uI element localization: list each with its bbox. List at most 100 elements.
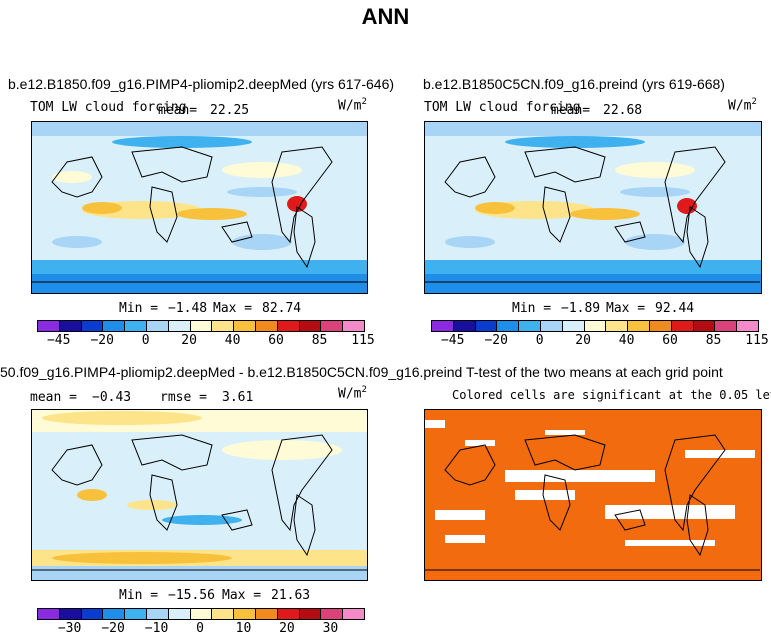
colorbar-cell <box>146 321 169 331</box>
colorbar-tick-label: 60 <box>268 333 284 348</box>
colorbar-cell <box>81 321 104 331</box>
colorbar-cell <box>212 609 235 619</box>
panel3-units: W/m2 <box>338 385 367 402</box>
colorbar-cell <box>255 609 278 619</box>
panel1-map <box>31 121 368 294</box>
colorbar-tick-label: −30 <box>57 621 82 636</box>
panel3-min-value: −15.56 <box>168 588 215 603</box>
coastline-path <box>664 146 726 244</box>
colorbar-cell <box>584 321 607 331</box>
colorbar-tick-label: −20 <box>101 621 125 636</box>
panel2-mean-label: mean= <box>551 103 591 118</box>
colorbar-cell <box>168 609 191 619</box>
panel1-units: W/m2 <box>338 97 367 114</box>
panel3-min-label: Min = <box>119 588 159 603</box>
coastline-path <box>131 146 213 183</box>
colorbar-cell <box>649 321 672 331</box>
panel2-max-label: Max = <box>606 301 646 316</box>
colorbar-tick-label: 40 <box>618 333 635 348</box>
colorbar-cell <box>234 321 256 331</box>
coastline-path <box>149 186 178 243</box>
colorbar-cell <box>212 321 235 331</box>
colorbar-cell <box>234 609 256 619</box>
colorbar-cell <box>497 321 520 331</box>
colorbar-tick-label: 85 <box>705 333 722 348</box>
panel3-rmse-value: 3.61 <box>222 390 254 405</box>
colorbar-tick-label: −45 <box>440 333 465 348</box>
panel3-mean-value: −0.43 <box>92 390 132 405</box>
coastline-path <box>221 221 253 243</box>
panel2-colorbar-ticks: −45 −20 0 20 40 60 85 115 <box>431 333 769 348</box>
panel1-colorbar-ticks: −45 −20 0 20 40 60 85 115 <box>37 333 375 348</box>
coastline-outline <box>425 434 760 571</box>
colorbar-cell <box>59 321 82 331</box>
colorbar-tick-label: 115 <box>745 333 769 348</box>
colorbar-cell <box>299 609 322 619</box>
coastline-path <box>664 434 726 532</box>
coastline-path <box>542 474 571 531</box>
colorbar-cell <box>81 609 104 619</box>
panel3-case-title: 50.f09_g16.PIMP4-pliomip2.deepMed - b.e1… <box>0 364 463 380</box>
panel2-case-title: b.e12.B1850C5CN.f09_g16.preind (yrs 619-… <box>423 76 725 92</box>
panel3-colorbar <box>37 608 365 620</box>
panel1-variable: TOM LW cloud forcing <box>30 100 187 115</box>
panel3-mean-label: mean = <box>30 390 77 405</box>
colorbar-cell <box>277 609 300 619</box>
panel3-rmse-label: rmse = <box>160 390 207 405</box>
colorbar-tick-label: 0 <box>535 333 544 348</box>
panel3-max-label: Max = <box>222 588 262 603</box>
colorbar-cell <box>432 321 454 331</box>
colorbar-cell <box>299 321 322 331</box>
colorbar-tick-label: 0 <box>141 333 150 348</box>
panel2-mean-value: 22.68 <box>603 103 643 118</box>
colorbar-cell <box>146 609 169 619</box>
colorbar-cell <box>343 321 364 331</box>
colorbar-tick-label: 0 <box>196 621 204 636</box>
coastline-path <box>293 494 316 557</box>
coastline-path <box>614 509 646 531</box>
panel1-mean-label: mean= <box>158 103 198 118</box>
coastline-path <box>524 146 606 183</box>
panel2-map <box>424 121 762 294</box>
colorbar-cell <box>38 321 60 331</box>
coastline-outline <box>425 146 760 283</box>
colorbar-tick-label: 10 <box>235 621 252 636</box>
panel2-colorbar <box>431 320 759 332</box>
coastline-path <box>271 146 333 244</box>
colorbar-cell <box>168 321 191 331</box>
colorbar-cell <box>103 609 126 619</box>
coastline-path <box>614 221 646 243</box>
coastline-path <box>444 444 496 486</box>
panel4-subtitle: Colored cells are significant at the 0.0… <box>452 388 771 402</box>
panel3-max-value: 21.63 <box>271 588 311 603</box>
colorbar-cell <box>693 321 716 331</box>
colorbar-cell <box>715 321 738 331</box>
panel2-max-value: 92.44 <box>655 301 695 316</box>
colorbar-tick-label: −20 <box>484 333 508 348</box>
panel2-units: W/m2 <box>728 97 757 114</box>
colorbar-cell <box>277 321 300 331</box>
panel1-case-title: b.e12.B1850.f09_g16.PIMP4-pliomip2.deepM… <box>8 76 395 92</box>
panel1-max-label: Max = <box>213 301 253 316</box>
coastline-outline <box>32 146 367 283</box>
colorbar-cell <box>671 321 694 331</box>
panel1-min-label: Min = <box>119 301 159 316</box>
panel4-map <box>424 409 762 581</box>
colorbar-cell <box>125 609 147 619</box>
coastline-path <box>51 444 103 486</box>
coastline-path <box>221 509 253 531</box>
colorbar-tick-label: 30 <box>322 621 339 636</box>
coastline-path <box>444 156 496 198</box>
colorbar-cell <box>125 321 147 331</box>
coastline-path <box>51 156 103 198</box>
coastline-path <box>686 206 709 269</box>
coastline-path <box>542 186 571 243</box>
panel3-map <box>31 409 368 581</box>
colorbar-cell <box>606 321 629 331</box>
colorbar-cell <box>453 321 476 331</box>
colorbar-cell <box>737 321 758 331</box>
colorbar-cell <box>343 609 364 619</box>
panel3-colorbar-ticks: −30 −20 −10 0 10 20 30 <box>37 621 363 636</box>
colorbar-cell <box>475 321 498 331</box>
colorbar-tick-label: −10 <box>144 621 169 636</box>
